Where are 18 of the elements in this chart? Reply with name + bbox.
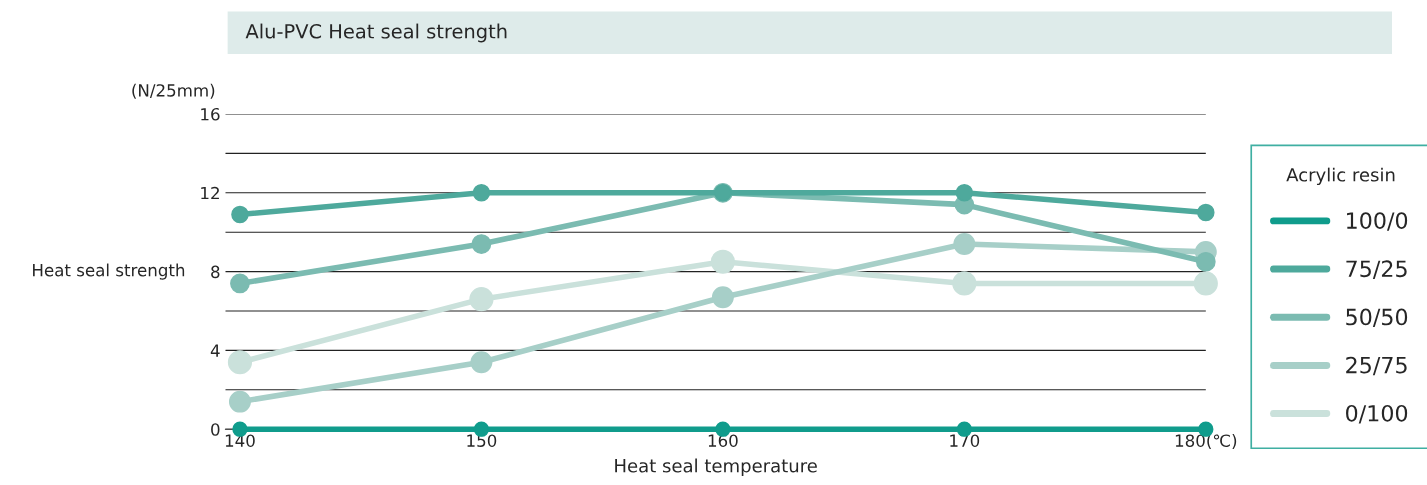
y-tick-label: 8 [211,265,220,279]
text: (N/25mm) [132,83,215,99]
legend-label: 50/50 [1346,308,1408,328]
legend-label: 25/75 [1346,356,1407,376]
y-tick-label: 12 [201,186,219,200]
x-tick-label: 140 [225,434,255,447]
chart-title: Alu-PVC Heat seal strength [245,23,507,43]
legend-title: Acrylic resin [1286,167,1395,186]
y-axis-title: Heat seal strength [33,263,185,280]
y-tick-label: 4 [210,344,220,357]
x-tick-label: 180(℃) [1175,434,1237,449]
x-tick-label: 160 [708,434,738,447]
legend-label: 0/100 [1346,404,1408,424]
x-axis-title: Heat seal temperature [615,458,817,477]
legend-label: 100/0 [1347,212,1408,231]
y-tick-label: 0 [211,423,220,436]
legend-label: 75/25 [1346,260,1407,279]
y-tick-label: 16 [201,107,220,121]
